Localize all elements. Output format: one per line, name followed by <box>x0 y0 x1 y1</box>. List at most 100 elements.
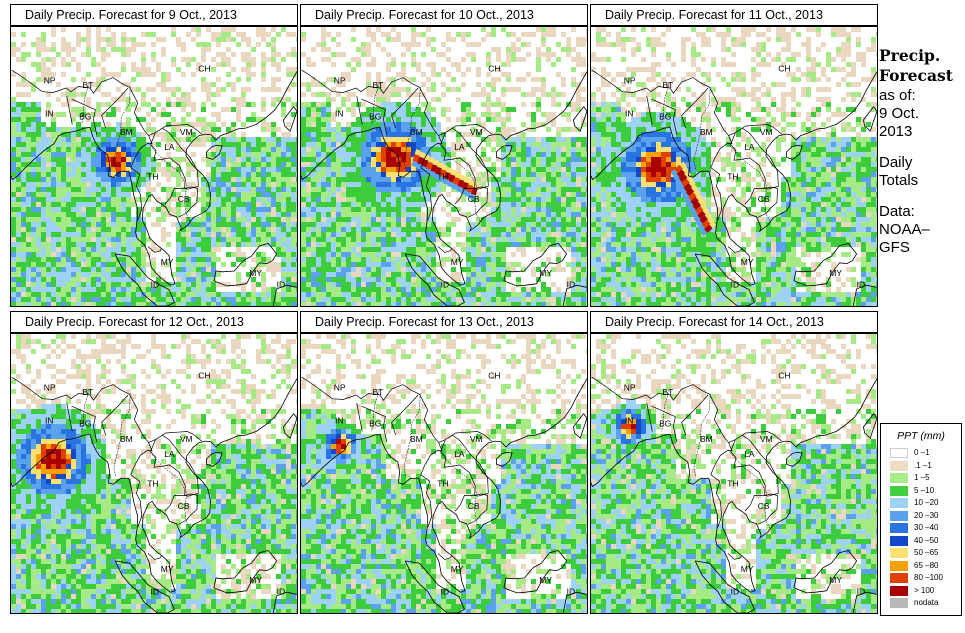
country-label-id: ID <box>857 586 866 596</box>
legend-swatch <box>890 498 908 508</box>
rivers <box>81 82 191 222</box>
country-borders <box>591 376 782 560</box>
country-label-id: ID <box>567 586 576 596</box>
country-label-bg: BG <box>369 111 381 121</box>
legend-title: PPT (mm) <box>897 430 945 442</box>
coastlines <box>11 378 297 613</box>
country-label-cb: CB <box>178 194 190 204</box>
legend-swatch <box>890 523 908 533</box>
legend-item: 0 –1 <box>890 448 958 458</box>
legend-item: 80 –100 <box>890 573 958 583</box>
country-label-id: ID <box>857 279 866 289</box>
country-label-my: MY <box>161 564 174 574</box>
precip-field <box>591 27 877 306</box>
country-label-vm: VM <box>180 127 193 137</box>
legend-label: 20 –30 <box>914 510 939 520</box>
panel-title: Daily Precip. Forecast for 13 Oct., 2013 <box>300 311 588 333</box>
legend-swatch <box>890 560 908 571</box>
forecast-map: CH NP BT BG IN BM VM LA TH CB MY MY ID ID <box>300 26 588 307</box>
forecast-map: CH NP BT BG IN BM VM LA TH CB MY MY ID ID <box>590 333 878 614</box>
country-label-bg: BG <box>79 418 91 428</box>
legend-swatch <box>890 460 908 471</box>
country-label-la: LA <box>744 142 755 152</box>
country-label-vm: VM <box>760 434 773 444</box>
country-label-bt: BT <box>373 387 384 397</box>
country-label-cb: CB <box>178 501 190 511</box>
country-label-vm: VM <box>180 434 193 444</box>
country-label-bt: BT <box>373 80 384 90</box>
side-daily-line2: Totals <box>879 172 919 189</box>
legend-item: 1 –5 <box>890 473 958 483</box>
country-label-cb: CB <box>468 501 480 511</box>
legend-label: nodata <box>914 598 939 607</box>
forecast-map: CH NP BT BG IN BM VM LA TH CB MY MY ID ID <box>300 333 588 614</box>
legend-label: 50 –65 <box>914 548 939 557</box>
country-label-th: TH <box>147 172 158 182</box>
country-label-in: IN <box>625 108 634 118</box>
country-label-my: MY <box>249 575 262 585</box>
country-label-my: MY <box>451 257 464 267</box>
legend-item: nodata <box>890 598 958 608</box>
country-borders <box>591 69 782 253</box>
country-label-id: ID <box>441 586 450 596</box>
country-label-my: MY <box>741 564 754 574</box>
country-label-la: LA <box>744 449 755 459</box>
country-label-th: TH <box>727 479 738 489</box>
legend-label: 1 –5 <box>914 473 930 482</box>
legend-swatch <box>890 585 908 596</box>
country-label-id: ID <box>151 586 160 596</box>
legend-label: 40 –50 <box>914 535 939 545</box>
side-date-line2: 2013 <box>879 123 913 140</box>
forecast-panel: Daily Precip. Forecast for 14 Oct., 2013… <box>590 311 878 614</box>
rivers <box>81 389 191 529</box>
legend-label: > 100 <box>914 585 935 595</box>
country-label-id: ID <box>731 586 740 596</box>
legend-item: > 100 <box>890 585 958 596</box>
legend-item: .1 –1 <box>890 460 958 471</box>
country-label-ch: CH <box>778 371 790 381</box>
forecast-map: CH NP BT BG IN BM VM LA TH CB MY MY ID ID <box>590 26 878 307</box>
coastlines <box>301 71 587 306</box>
country-label-id: ID <box>731 279 740 289</box>
side-data-line1: Data: <box>879 203 915 220</box>
country-label-bm: BM <box>410 127 423 137</box>
precip-field <box>11 334 297 613</box>
legend-label: 0 –1 <box>914 448 930 457</box>
side-data-line2: NOAA– <box>879 221 930 238</box>
country-label-bm: BM <box>700 434 713 444</box>
side-heading-line1: Precip. <box>879 46 941 65</box>
side-asof: as of: <box>879 87 916 104</box>
country-label-cb: CB <box>468 194 480 204</box>
country-label-ch: CH <box>778 64 790 74</box>
country-label-la: LA <box>454 449 465 459</box>
panel-title: Daily Precip. Forecast for 11 Oct., 2013 <box>590 4 878 26</box>
country-borders <box>11 376 202 560</box>
country-label-ch: CH <box>198 371 210 381</box>
country-label-bm: BM <box>120 434 133 444</box>
country-label-bm: BM <box>120 127 133 137</box>
legend-swatch <box>890 598 908 608</box>
country-label-bm: BM <box>410 434 423 444</box>
legend-label: 5 –10 <box>914 485 935 495</box>
coastlines <box>11 71 297 306</box>
rain-band <box>670 161 717 237</box>
country-borders <box>11 69 202 253</box>
country-label-my: MY <box>451 564 464 574</box>
coastlines <box>301 378 587 613</box>
legend-item: 50 –65 <box>890 548 958 558</box>
country-label-in: IN <box>45 415 54 425</box>
precip-field <box>11 27 297 306</box>
country-label-np: NP <box>334 383 346 393</box>
country-label-np: NP <box>44 76 56 86</box>
legend-item: 30 –40 <box>890 523 958 533</box>
legend-swatch <box>890 548 908 558</box>
country-label-np: NP <box>44 383 56 393</box>
country-label-my: MY <box>539 268 552 278</box>
side-daily-line1: Daily <box>879 154 913 171</box>
forecast-panel: Daily Precip. Forecast for 11 Oct., 2013… <box>590 4 878 307</box>
country-label-id: ID <box>151 279 160 289</box>
country-label-th: TH <box>437 172 448 182</box>
legend-label: 10 –20 <box>914 498 939 507</box>
legend-item: 20 –30 <box>890 510 958 521</box>
country-label-bm: BM <box>700 127 713 137</box>
